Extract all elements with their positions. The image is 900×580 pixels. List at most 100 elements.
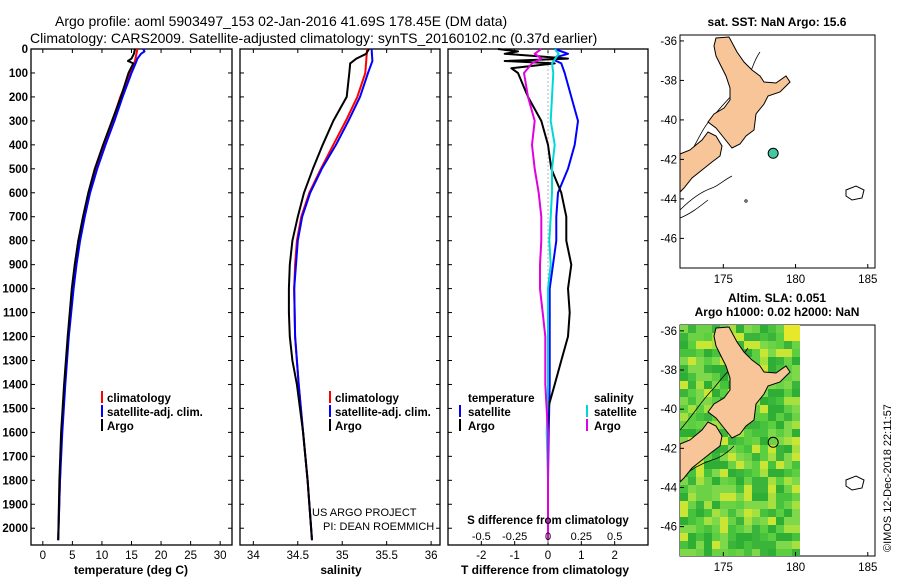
y-tick-label: 400 <box>9 140 28 152</box>
sla-cell <box>760 405 768 413</box>
sla-cell <box>736 517 744 525</box>
sdiff-tick-label: 0 <box>545 531 551 543</box>
sla-cell <box>792 517 800 525</box>
sla-cell <box>688 517 696 525</box>
sla-cell <box>760 357 768 365</box>
sla-cell <box>784 325 800 341</box>
sla-cell <box>744 429 752 437</box>
sla-cell <box>784 533 792 541</box>
map-y-tick-label: -40 <box>660 115 677 127</box>
sla-cell <box>744 533 752 541</box>
sla-cell <box>720 525 728 533</box>
map-bottom-title-1: Altim. SLA: 0.051 <box>728 291 826 305</box>
sla-cell <box>776 485 784 493</box>
legend-swatch-t-argo <box>459 419 461 431</box>
sla-cell <box>736 485 744 493</box>
sla-cell <box>704 357 712 365</box>
sla-cell <box>680 373 688 381</box>
sla-cell <box>752 413 760 421</box>
sla-cell <box>768 397 776 405</box>
sla-cell <box>680 533 688 541</box>
sla-cell <box>720 437 728 445</box>
map-x-tick-label: 175 <box>714 562 733 574</box>
sla-cell <box>784 445 792 453</box>
map-y-tick-label: -44 <box>660 482 677 494</box>
sla-cell <box>792 541 800 549</box>
sla-cell <box>680 549 688 556</box>
sla-cell <box>784 453 792 461</box>
sla-cell <box>712 349 720 357</box>
sla-cell <box>720 469 728 477</box>
temperature-legend: climatology satellite-adj. clim. Argo <box>101 391 203 433</box>
sla-cell <box>744 517 752 525</box>
sla-cell <box>776 469 784 477</box>
sla-cell <box>760 349 768 357</box>
sla-cell <box>792 357 800 365</box>
chatham-islands <box>845 475 865 491</box>
sla-cell <box>696 373 704 381</box>
sla-cell <box>728 477 736 485</box>
sla-cell <box>736 477 744 485</box>
sla-cell <box>760 517 768 525</box>
sla-cell <box>720 493 728 501</box>
sla-cell <box>728 509 736 517</box>
sla-cell <box>728 469 736 477</box>
sla-cell <box>680 517 688 525</box>
sla-cell <box>696 341 704 349</box>
sla-cell <box>784 389 792 397</box>
sla-cell <box>696 365 704 373</box>
sla-cell <box>768 445 776 453</box>
sla-cell <box>784 541 792 549</box>
legend-swatch-s-argo <box>586 419 588 431</box>
sla-cell <box>712 477 720 485</box>
title-line-2: Climatology: CARS2009. Satellite-adjuste… <box>30 30 597 46</box>
sla-cell <box>696 477 704 485</box>
map-y-tick-label: -36 <box>660 36 677 48</box>
sla-cell <box>680 413 688 421</box>
sla-cell <box>736 437 744 445</box>
sla-cell <box>768 421 776 429</box>
y-tick-label: 1100 <box>3 308 28 320</box>
axes-layer: 0100200300400500600700800900100011001200… <box>2 44 648 562</box>
sla-cell <box>712 389 720 397</box>
legend-swatch-t-satellite <box>459 405 461 417</box>
series-line-argo <box>287 48 370 541</box>
sla-cell <box>680 325 688 333</box>
sla-cell <box>768 405 776 413</box>
sla-cell <box>696 325 704 333</box>
sla-cell <box>704 381 712 389</box>
sla-cell <box>688 429 696 437</box>
sla-cell <box>688 493 696 501</box>
x-tick-label: 10 <box>96 550 109 562</box>
sla-cell <box>712 525 720 533</box>
north-island-land <box>707 36 791 149</box>
sla-cell <box>784 461 792 469</box>
sla-cell <box>744 501 752 509</box>
sla-cell <box>696 349 704 357</box>
sla-cell <box>688 413 696 421</box>
sla-cell <box>776 461 784 469</box>
sla-cell <box>776 349 784 357</box>
sla-cell <box>688 365 696 373</box>
sla-cell <box>680 541 688 549</box>
sla-cell <box>792 437 800 445</box>
sla-cell <box>768 525 776 533</box>
sla-cell <box>768 357 776 365</box>
sla-cell <box>680 349 688 357</box>
sla-cell <box>760 365 768 373</box>
map-y-tick-label: -38 <box>660 75 677 87</box>
sla-cell <box>696 357 704 365</box>
difference-legend: temperature satellite Argo salinity sate… <box>459 393 637 433</box>
sla-cell <box>768 517 776 525</box>
sla-cell <box>776 341 784 349</box>
sla-cell <box>704 549 712 556</box>
sla-cell <box>728 485 736 493</box>
sla-cell <box>776 397 784 405</box>
sla-cell <box>720 445 728 453</box>
sla-cell <box>752 341 760 349</box>
sla-cell <box>680 477 688 485</box>
sla-cell <box>744 485 752 493</box>
sla-cell <box>704 509 712 517</box>
sla-cell <box>776 365 784 373</box>
sla-cell <box>720 501 728 509</box>
